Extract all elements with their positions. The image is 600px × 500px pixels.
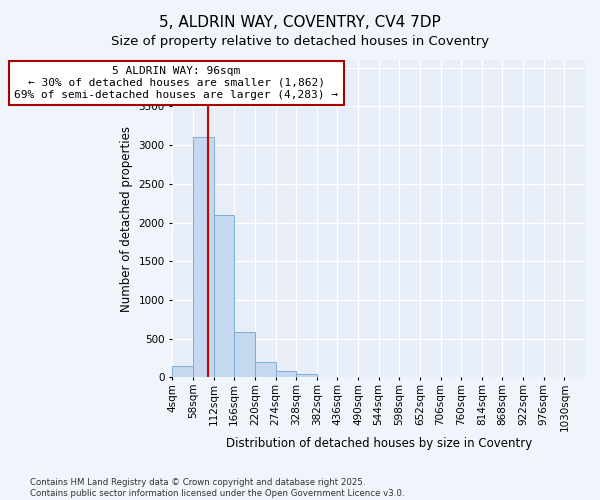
Y-axis label: Number of detached properties: Number of detached properties [120, 126, 133, 312]
Bar [255, 362, 275, 378]
Bar [172, 366, 193, 378]
Bar [193, 138, 214, 378]
Text: Size of property relative to detached houses in Coventry: Size of property relative to detached ho… [111, 35, 489, 48]
X-axis label: Distribution of detached houses by size in Coventry: Distribution of detached houses by size … [226, 437, 532, 450]
Text: Contains HM Land Registry data © Crown copyright and database right 2025.
Contai: Contains HM Land Registry data © Crown c… [30, 478, 404, 498]
Text: 5, ALDRIN WAY, COVENTRY, CV4 7DP: 5, ALDRIN WAY, COVENTRY, CV4 7DP [159, 15, 441, 30]
Bar [296, 374, 317, 378]
Bar [275, 371, 296, 378]
Text: 5 ALDRIN WAY: 96sqm
← 30% of detached houses are smaller (1,862)
69% of semi-det: 5 ALDRIN WAY: 96sqm ← 30% of detached ho… [14, 66, 338, 100]
Bar [214, 215, 234, 378]
Bar [234, 332, 255, 378]
